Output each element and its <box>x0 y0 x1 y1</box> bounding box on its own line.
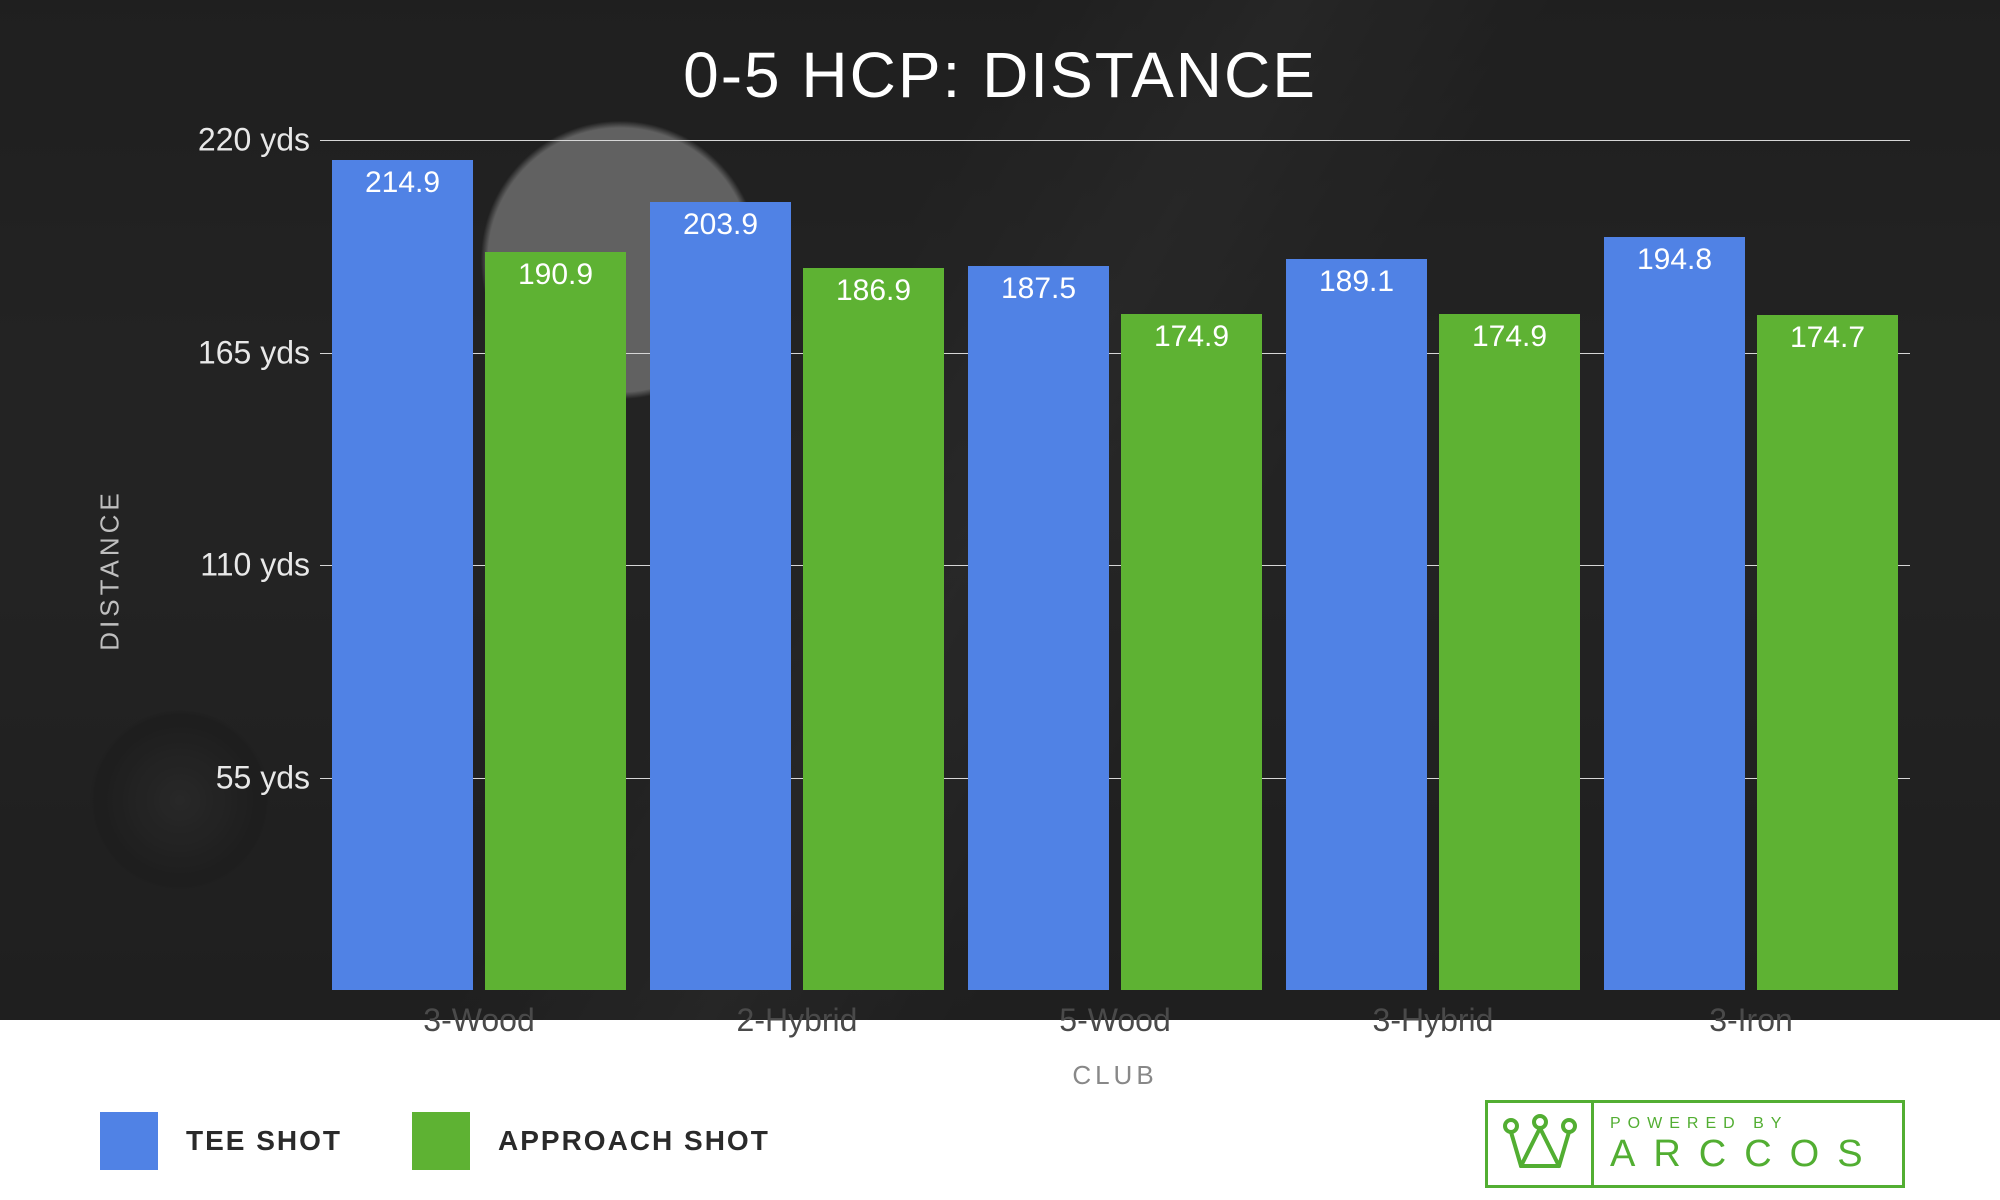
bar-value-label: 186.9 <box>803 274 944 308</box>
bar-value-label: 203.9 <box>650 208 791 242</box>
bar-group: 203.9 186.9 <box>638 140 956 990</box>
bar-tee-shot: 194.8 <box>1604 237 1745 990</box>
bar-value-label: 174.9 <box>1439 320 1580 354</box>
plot-area: 214.9 190.9 203.9 186.9 187.5 174.9 189.1 174.9… <box>320 140 1910 990</box>
x-tick-label: 2-Hybrid <box>638 1002 956 1039</box>
arccos-crown-icon <box>1488 1103 1594 1185</box>
bar-approach-shot: 174.7 <box>1757 315 1898 990</box>
bar-group: 187.5 174.9 <box>956 140 1274 990</box>
legend-label: TEE SHOT <box>186 1125 342 1157</box>
bar-group: 214.9 190.9 <box>320 140 638 990</box>
arccos-logo: POWERED BY ARCCOS <box>1485 1100 1905 1188</box>
logo-powered-by: POWERED BY <box>1610 1115 1902 1133</box>
bar-value-label: 187.5 <box>968 272 1109 306</box>
bar-approach-shot: 174.9 <box>1439 314 1580 990</box>
bar-value-label: 174.9 <box>1121 320 1262 354</box>
x-tick-label: 3-Hybrid <box>1274 1002 1592 1039</box>
x-tick-label: 3-Iron <box>1592 1002 1910 1039</box>
y-axis-label: DISTANCE <box>95 489 126 651</box>
legend-item: APPROACH SHOT <box>412 1112 770 1170</box>
bar-group: 194.8 174.7 <box>1592 140 1910 990</box>
x-tick-label: 5-Wood <box>956 1002 1274 1039</box>
y-tick-label: 220 yds <box>195 122 310 159</box>
bar-group: 189.1 174.9 <box>1274 140 1592 990</box>
y-tick-label: 110 yds <box>195 547 310 584</box>
bar-tee-shot: 214.9 <box>332 160 473 990</box>
chart-title: 0-5 HCP: DISTANCE <box>0 38 2000 112</box>
bar-tee-shot: 203.9 <box>650 202 791 990</box>
bar-value-label: 174.7 <box>1757 321 1898 355</box>
bar-value-label: 214.9 <box>332 166 473 200</box>
bar-tee-shot: 187.5 <box>968 266 1109 990</box>
bar-value-label: 189.1 <box>1286 265 1427 299</box>
y-tick-label: 165 yds <box>195 334 310 371</box>
chart-area: DISTANCE 214.9190.9203.9186.9187.5174.91… <box>110 140 1930 1080</box>
legend-item: TEE SHOT <box>100 1112 342 1170</box>
legend-swatch <box>100 1112 158 1170</box>
legend: TEE SHOT APPROACH SHOT <box>100 1112 770 1170</box>
bar-approach-shot: 174.9 <box>1121 314 1262 990</box>
bar-value-label: 194.8 <box>1604 243 1745 277</box>
bar-approach-shot: 186.9 <box>803 268 944 990</box>
bar-value-label: 190.9 <box>485 258 626 292</box>
legend-label: APPROACH SHOT <box>498 1125 770 1157</box>
bar-approach-shot: 190.9 <box>485 252 626 990</box>
x-axis-label: CLUB <box>320 1060 1910 1091</box>
legend-swatch <box>412 1112 470 1170</box>
y-tick-label: 55 yds <box>195 759 310 796</box>
bar-tee-shot: 189.1 <box>1286 259 1427 990</box>
x-tick-label: 3-Wood <box>320 1002 638 1039</box>
logo-brand: ARCCOS <box>1610 1135 1902 1173</box>
